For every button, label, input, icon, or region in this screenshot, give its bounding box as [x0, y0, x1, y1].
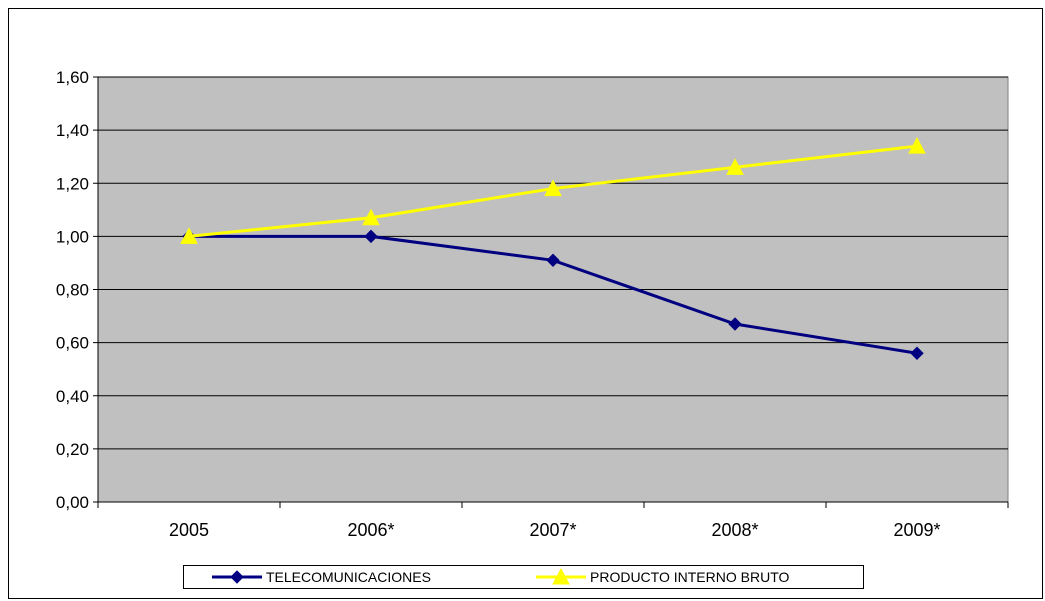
x-tick-label: 2005 [169, 520, 209, 540]
data-point [552, 567, 570, 585]
y-tick-label: 0,20 [56, 440, 89, 459]
data-point [230, 570, 244, 584]
x-tick-label: 2006* [347, 520, 394, 540]
y-tick-label: 1,40 [56, 121, 89, 140]
data-point [544, 179, 562, 197]
data-point [364, 229, 378, 244]
x-tick-label: 2009* [893, 520, 940, 540]
data-point [908, 137, 926, 154]
y-tick-label: 0,40 [56, 387, 89, 406]
legend-label: TELECOMUNICACIONES [266, 569, 431, 585]
data-point [726, 158, 744, 175]
data-point [910, 346, 924, 360]
x-tick-label: 2007* [529, 520, 576, 540]
series-producto-interno-bruto [180, 137, 926, 244]
series-lines [180, 137, 926, 360]
data-point [362, 208, 380, 226]
data-point [728, 317, 742, 331]
y-tick-label: 1,60 [56, 68, 89, 87]
legend-label: PRODUCTO INTERNO BRUTO [590, 569, 789, 585]
legend-entry: PRODUCTO INTERNO BRUTO [536, 567, 789, 585]
legend-svg: TELECOMUNICACIONES PRODUCTO INTERNO BRUTO [212, 567, 789, 585]
axes: 0,00 0,20 0,40 0,60 0,80 1,00 1,20 1,40 1,60 2005… [56, 68, 1009, 540]
y-tick-label: 1,00 [56, 227, 89, 246]
y-tick-label: 0,00 [56, 493, 89, 512]
data-point [546, 253, 560, 267]
y-tick-label: 0,60 [56, 334, 89, 353]
x-tick-label: 2008* [711, 520, 758, 540]
legend: TELECOMUNICACIONES PRODUCTO INTERNO BRUTO [183, 565, 864, 589]
y-tick-label: 0,80 [56, 281, 89, 300]
y-tick-label: 1,20 [56, 174, 89, 193]
legend-entry: TELECOMUNICACIONES [212, 569, 431, 585]
data-point [180, 227, 198, 244]
